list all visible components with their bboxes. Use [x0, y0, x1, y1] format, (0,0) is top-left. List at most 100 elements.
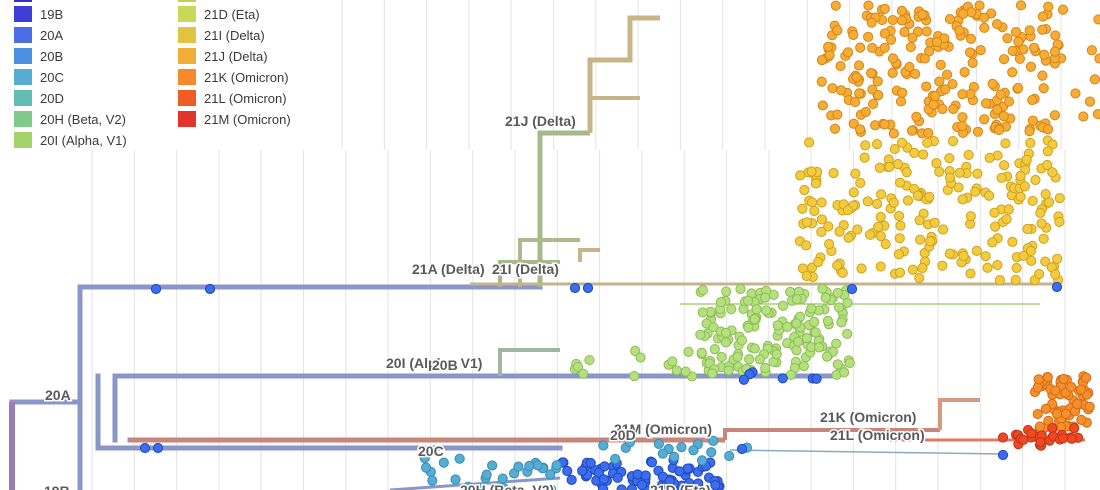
tip-point[interactable] — [1000, 138, 1011, 149]
tip-point[interactable] — [1007, 67, 1018, 78]
tip-point[interactable] — [856, 263, 867, 274]
tip-point[interactable] — [1035, 207, 1046, 218]
tip-point[interactable] — [572, 361, 584, 373]
tip-point[interactable] — [450, 474, 461, 485]
tip-point[interactable] — [630, 345, 641, 357]
tip-point[interactable] — [1015, 0, 1027, 11]
tip-point[interactable] — [629, 370, 640, 382]
tip-point[interactable] — [1040, 256, 1051, 267]
tip-point[interactable] — [989, 207, 1000, 218]
tip-point[interactable] — [974, 0, 985, 11]
tip-point[interactable] — [1052, 253, 1063, 264]
tip-point[interactable] — [875, 211, 886, 223]
tip-point[interactable] — [915, 234, 926, 245]
tip-point[interactable] — [1066, 381, 1077, 393]
tip-point[interactable] — [867, 42, 878, 54]
tip-point[interactable] — [1058, 373, 1069, 385]
tip-point[interactable] — [721, 286, 732, 297]
tip-point[interactable] — [427, 475, 438, 486]
tip-point[interactable] — [1037, 70, 1048, 81]
tip-point[interactable] — [921, 81, 932, 92]
tip-point[interactable] — [842, 205, 854, 216]
tip-point[interactable] — [811, 373, 822, 384]
tip-point[interactable] — [562, 465, 573, 477]
tip-point[interactable] — [832, 109, 843, 120]
tip-point[interactable] — [848, 187, 859, 198]
tip-point[interactable] — [924, 191, 935, 202]
tip-point[interactable] — [726, 304, 737, 315]
tip-point[interactable] — [897, 87, 908, 98]
tip-point[interactable] — [959, 67, 970, 78]
tip-point[interactable] — [848, 29, 859, 41]
tip-point[interactable] — [984, 190, 995, 201]
tip-point[interactable] — [1070, 88, 1081, 99]
tip-point[interactable] — [800, 240, 812, 251]
tip-point[interactable] — [1069, 423, 1080, 434]
tip-point[interactable] — [879, 28, 890, 39]
tip-point[interactable] — [797, 203, 808, 214]
tip-point[interactable] — [909, 147, 920, 159]
tip-point[interactable] — [839, 367, 850, 378]
tip-point[interactable] — [876, 189, 887, 200]
tip-point[interactable] — [997, 449, 1009, 461]
tip-point[interactable] — [1021, 154, 1032, 165]
tip-point[interactable] — [150, 283, 162, 295]
tip-point[interactable] — [821, 351, 833, 362]
tip-point[interactable] — [688, 445, 699, 456]
tip-point[interactable] — [828, 168, 839, 179]
tip-point[interactable] — [894, 267, 906, 278]
tip-point[interactable] — [944, 248, 955, 259]
tip-point[interactable] — [616, 484, 627, 490]
tip-point[interactable] — [948, 103, 959, 115]
tip-point[interactable] — [816, 55, 828, 66]
tip-point[interactable] — [957, 89, 968, 100]
tip-point[interactable] — [566, 474, 577, 485]
tip-point[interactable] — [771, 349, 782, 360]
tip-point[interactable] — [896, 137, 908, 148]
tip-point[interactable] — [865, 68, 877, 79]
tip-point[interactable] — [934, 76, 945, 87]
tip-point[interactable] — [707, 368, 718, 379]
tip-point[interactable] — [791, 345, 802, 356]
tip-point[interactable] — [801, 332, 812, 344]
tip-point[interactable] — [777, 300, 789, 311]
tip-point[interactable] — [921, 26, 932, 37]
tip-point[interactable] — [851, 72, 862, 83]
tip-point[interactable] — [1075, 384, 1087, 395]
tip-point[interactable] — [680, 366, 691, 377]
tip-point[interactable] — [744, 354, 755, 365]
tip-point[interactable] — [454, 453, 465, 464]
tip-point[interactable] — [918, 149, 929, 160]
tip-point[interactable] — [892, 159, 904, 170]
tip-point[interactable] — [709, 344, 720, 355]
tip-point[interactable] — [1052, 408, 1063, 419]
tip-point[interactable] — [852, 224, 863, 235]
tip-point[interactable] — [598, 440, 609, 451]
tip-point[interactable] — [668, 451, 680, 462]
tip-point[interactable] — [1007, 236, 1018, 247]
tip-point[interactable] — [1010, 26, 1022, 38]
tip-point[interactable] — [879, 3, 890, 14]
tip-point[interactable] — [1002, 33, 1013, 44]
tip-point[interactable] — [824, 238, 835, 250]
tip-point[interactable] — [801, 217, 813, 228]
tip-point[interactable] — [738, 374, 750, 385]
tip-point[interactable] — [979, 22, 990, 33]
tip-point[interactable] — [899, 26, 910, 38]
tip-point[interactable] — [1001, 214, 1012, 225]
tip-point[interactable] — [646, 457, 658, 468]
tip-point[interactable] — [657, 448, 668, 459]
tip-point[interactable] — [917, 262, 928, 274]
tip-point[interactable] — [817, 100, 828, 111]
tip-point[interactable] — [1050, 385, 1061, 396]
tip-point[interactable] — [420, 462, 432, 473]
tip-point[interactable] — [820, 292, 831, 303]
tip-point[interactable] — [777, 373, 788, 384]
tip-point[interactable] — [578, 368, 589, 379]
tip-point[interactable] — [972, 168, 983, 179]
tip-point[interactable] — [893, 249, 905, 260]
tip-point[interactable] — [1038, 83, 1049, 94]
tip-point[interactable] — [928, 99, 939, 110]
tip-point[interactable] — [1010, 274, 1021, 286]
tip-point[interactable] — [887, 14, 898, 26]
